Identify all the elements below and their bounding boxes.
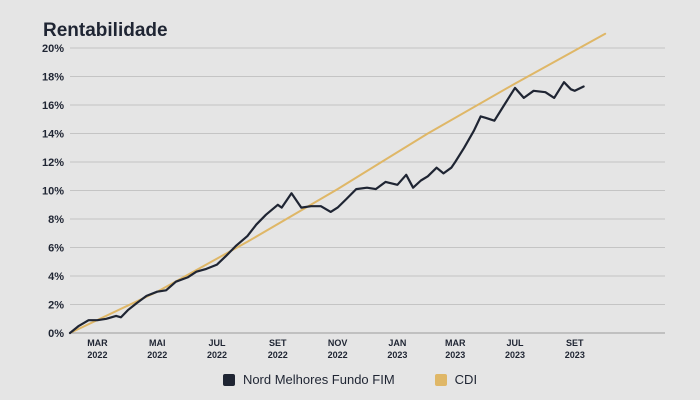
chart-title: Rentabilidade <box>43 20 168 41</box>
x-tick-month: MAR <box>445 338 466 348</box>
y-tick-label: 16% <box>42 100 64 112</box>
series-line-cdi <box>69 32 607 334</box>
x-tick-month: JAN <box>388 338 406 348</box>
y-tick-label: 14% <box>42 129 64 141</box>
y-tick-label: 0% <box>48 328 64 340</box>
x-tick-year: 2022 <box>268 350 288 360</box>
legend-item: CDI <box>434 372 478 387</box>
x-tick-year: 2022 <box>87 350 107 360</box>
x-tick-year: 2023 <box>505 350 525 360</box>
legend-item: Nord Melhores Fundo FIM <box>222 372 395 387</box>
legend-label: CDI <box>454 372 478 387</box>
x-tick-month: NOV <box>328 338 348 348</box>
x-tick-month: JUL <box>209 338 227 348</box>
x-tick-year: 2022 <box>147 350 167 360</box>
y-tick-label: 18% <box>42 72 64 84</box>
y-tick-label: 8% <box>48 214 64 226</box>
legend-label: Nord Melhores Fundo FIM <box>242 372 395 387</box>
legend-swatch <box>434 373 447 386</box>
x-tick-year: 2022 <box>328 350 348 360</box>
chart-legend: Nord Melhores Fundo FIM CDI <box>0 372 700 387</box>
x-tick-year: 2023 <box>387 350 407 360</box>
y-tick-label: 10% <box>42 186 64 198</box>
x-tick-month: MAR <box>87 338 108 348</box>
y-tick-label: 6% <box>48 243 64 255</box>
x-tick-year: 2022 <box>207 350 227 360</box>
x-tick-month: SET <box>566 338 584 348</box>
y-tick-label: 20% <box>42 43 64 55</box>
series-line-nord-melhores-fundo-fim <box>68 81 585 335</box>
x-tick-month: SET <box>269 338 287 348</box>
y-tick-label: 4% <box>48 271 64 283</box>
legend-swatch <box>222 373 235 386</box>
x-tick-year: 2023 <box>445 350 465 360</box>
x-tick-month: MAI <box>149 338 166 348</box>
x-tick-year: 2023 <box>565 350 585 360</box>
y-tick-label: 12% <box>42 157 64 169</box>
x-tick-month: JUL <box>507 338 525 348</box>
y-tick-label: 2% <box>48 300 64 312</box>
